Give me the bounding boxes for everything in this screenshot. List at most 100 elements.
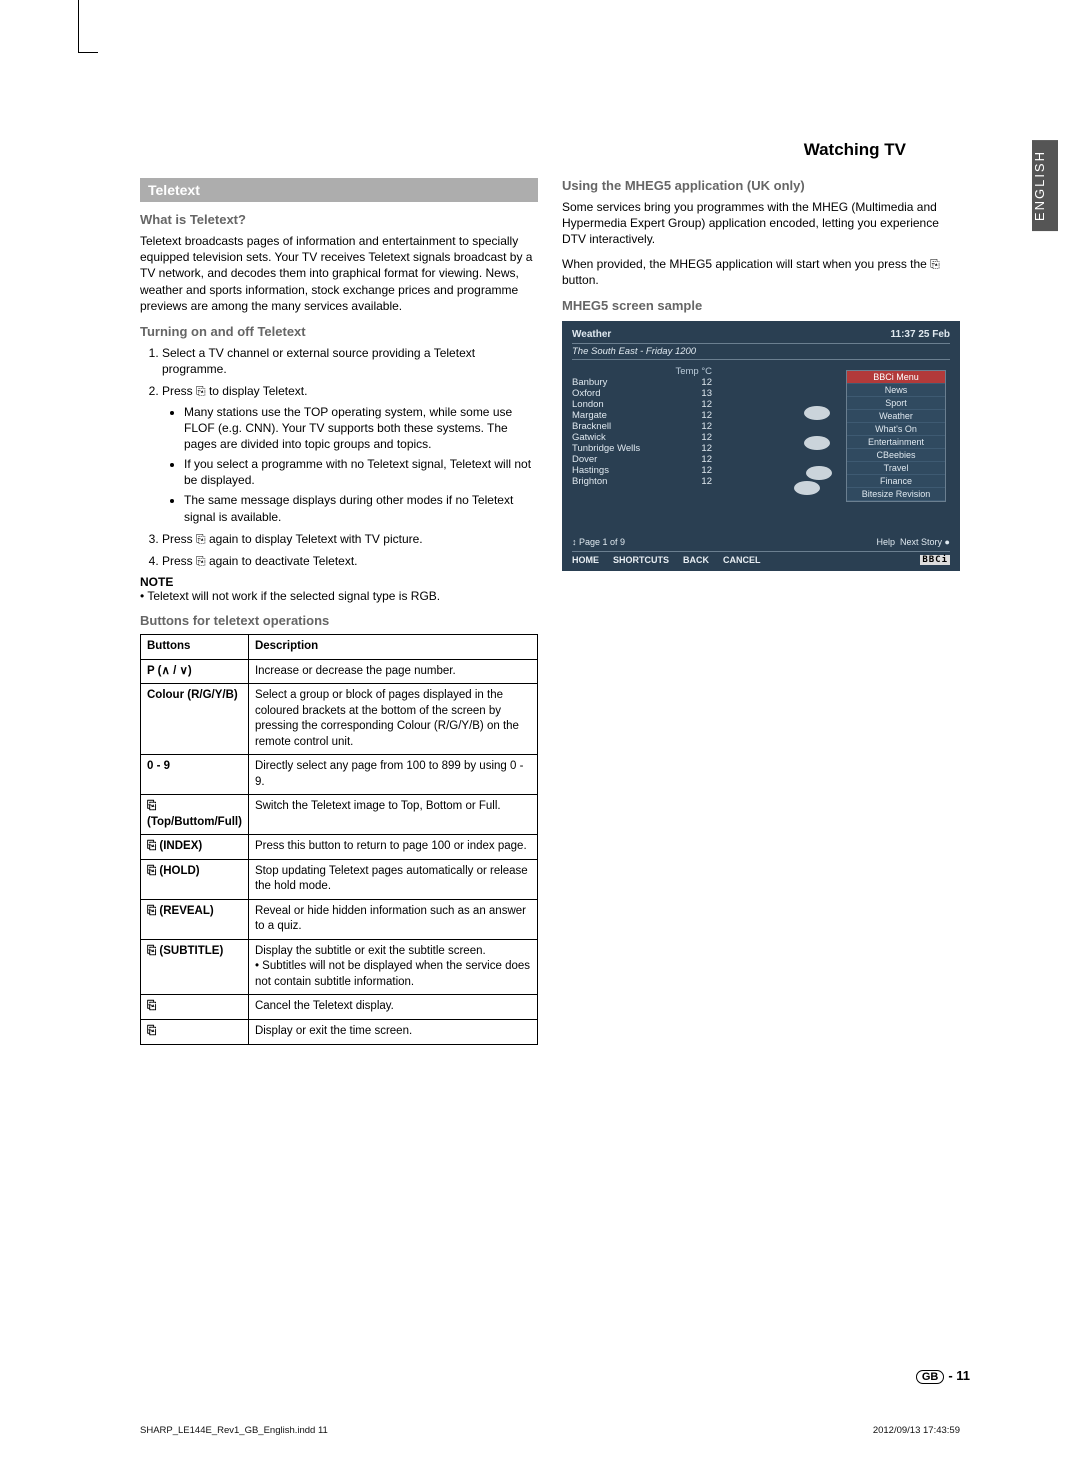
- step-2-bullet-3: The same message displays during other m…: [184, 492, 538, 524]
- mheg-temp-list: Temp °C Banbury12 Oxford13 London12 Marg…: [572, 366, 712, 487]
- cloud-icon: [794, 481, 820, 495]
- cell: ⎘: [141, 1019, 249, 1044]
- cell: Display the subtitle or exit the subtitl…: [248, 939, 537, 995]
- crop-mark-v: [78, 0, 79, 52]
- cell: 0 - 9: [141, 755, 249, 795]
- footer-file: SHARP_LE144E_Rev1_GB_English.indd 11: [140, 1425, 328, 1436]
- table-row: 0 - 9Directly select any page from 100 t…: [141, 755, 538, 795]
- mheg5-p1: Some services bring you programmes with …: [562, 199, 960, 248]
- mheg-row: London12: [572, 399, 712, 410]
- language-tab: ENGLISH: [1032, 140, 1058, 231]
- cell: P (∧ / ∨): [141, 659, 249, 684]
- cell: ⎘ (Top/Buttom/Full): [141, 795, 249, 835]
- teletext-intro: Teletext broadcasts pages of information…: [140, 233, 538, 314]
- cell: ⎘ (SUBTITLE): [141, 939, 249, 995]
- table-header-row: Buttons Description: [141, 635, 538, 660]
- mheg-row: Brighton12: [572, 476, 712, 487]
- cell: ⎘: [141, 995, 249, 1020]
- mheg-help: Help: [877, 537, 896, 547]
- table-row: ⎘ (INDEX)Press this button to return to …: [141, 835, 538, 860]
- step-2-text: Press ⎘ to display Teletext.: [162, 384, 307, 398]
- note-text-body: Teletext will not work if the selected s…: [147, 589, 440, 603]
- mheg-menu: BBCi Menu News Sport Weather What's On E…: [846, 370, 946, 502]
- cell: Increase or decrease the page number.: [248, 659, 537, 684]
- cell: ⎘ (HOLD): [141, 859, 249, 899]
- mheg-menu-item: Entertainment: [847, 436, 945, 449]
- step-2: Press ⎘ to display Teletext. Many statio…: [162, 383, 538, 525]
- left-column: Teletext What is Teletext? Teletext broa…: [140, 178, 538, 1045]
- mheg-menu-item: Weather: [847, 410, 945, 423]
- page-body: Watching TV Teletext What is Teletext? T…: [140, 140, 960, 1045]
- mheg-nav: SHORTCUTS: [613, 555, 669, 565]
- cell: Directly select any page from 100 to 899…: [248, 755, 537, 795]
- mheg-menu-item: What's On: [847, 423, 945, 436]
- mheg-menu-item: Bitesize Revision: [847, 488, 945, 501]
- mheg-row: Margate12: [572, 410, 712, 421]
- step-2-bullet-2: If you select a programme with no Telete…: [184, 456, 538, 488]
- step-2-bullet-1: Many stations use the TOP operating syst…: [184, 404, 538, 453]
- mheg-nav: CANCEL: [723, 555, 761, 565]
- footer-timestamp: 2012/09/13 17:43:59: [873, 1425, 960, 1436]
- buttons-table-heading: Buttons for teletext operations: [140, 613, 538, 628]
- print-footer: SHARP_LE144E_Rev1_GB_English.indd 11 201…: [140, 1425, 960, 1436]
- mheg-subtitle: The South East - Friday 1200: [572, 343, 950, 360]
- cloud-icon: [806, 466, 832, 480]
- crop-mark-h: [78, 52, 98, 53]
- mheg5-sample-heading: MHEG5 screen sample: [562, 298, 960, 313]
- mheg-temp-hdr: Temp °C: [675, 366, 712, 377]
- page-region-circle: GB: [916, 1370, 945, 1384]
- step-3: Press ⎘ again to display Teletext with T…: [162, 531, 538, 547]
- mheg-nav: BACK: [683, 555, 709, 565]
- mheg-screenshot: Weather 11:37 25 Feb The South East - Fr…: [562, 321, 960, 571]
- mheg-page-info: ↕ Page 1 of 9: [572, 537, 625, 547]
- mheg-clock: 11:37 25 Feb: [891, 329, 950, 340]
- mheg-menu-title: BBCi Menu: [847, 371, 945, 384]
- mheg-nav: HOME: [572, 555, 599, 565]
- cell: Switch the Teletext image to Top, Bottom…: [248, 795, 537, 835]
- table-row: ⎘ (SUBTITLE)Display the subtitle or exit…: [141, 939, 538, 995]
- mheg-map-area: BBCi Menu News Sport Weather What's On E…: [722, 366, 950, 487]
- cloud-icon: [804, 436, 830, 450]
- mheg-menu-item: Finance: [847, 475, 945, 488]
- mheg-menu-item: News: [847, 384, 945, 397]
- page-number-text: - 11: [948, 1368, 970, 1383]
- cell: Stop updating Teletext pages automatical…: [248, 859, 537, 899]
- cell: Colour (R/G/Y/B): [141, 684, 249, 755]
- mheg-row: Banbury12: [572, 377, 712, 388]
- mheg-row: Gatwick12: [572, 432, 712, 443]
- mheg5-heading: Using the MHEG5 application (UK only): [562, 178, 960, 193]
- teletext-heading: Teletext: [140, 178, 538, 202]
- note-text: • Teletext will not work if the selected…: [140, 589, 538, 603]
- mheg-menu-item: Travel: [847, 462, 945, 475]
- th-description: Description: [248, 635, 537, 660]
- mheg-row: Oxford13: [572, 388, 712, 399]
- cell: Cancel the Teletext display.: [248, 995, 537, 1020]
- mheg-menu-item: CBeebies: [847, 449, 945, 462]
- table-row: ⎘ (Top/Buttom/Full)Switch the Teletext i…: [141, 795, 538, 835]
- th-buttons: Buttons: [141, 635, 249, 660]
- mheg-row: Tunbridge Wells12: [572, 443, 712, 454]
- mheg-title: Weather: [572, 329, 611, 340]
- mheg-brand: BBCi: [920, 555, 950, 565]
- mheg-row: Dover12: [572, 454, 712, 465]
- table-row: P (∧ / ∨)Increase or decrease the page n…: [141, 659, 538, 684]
- cell: Select a group or block of pages display…: [248, 684, 537, 755]
- right-column: Using the MHEG5 application (UK only) So…: [562, 178, 960, 1045]
- note-label: NOTE: [140, 575, 538, 589]
- mheg-row: Hastings12: [572, 465, 712, 476]
- step-4: Press ⎘ again to deactivate Teletext.: [162, 553, 538, 569]
- table-row: ⎘Display or exit the time screen.: [141, 1019, 538, 1044]
- table-row: Colour (R/G/Y/B)Select a group or block …: [141, 684, 538, 755]
- cell: Press this button to return to page 100 …: [248, 835, 537, 860]
- mheg-row: Bracknell12: [572, 421, 712, 432]
- page-number: GB- 11: [916, 1368, 970, 1384]
- turning-on-off-heading: Turning on and off Teletext: [140, 324, 538, 339]
- table-row: ⎘Cancel the Teletext display.: [141, 995, 538, 1020]
- mheg5-p2: When provided, the MHEG5 application wil…: [562, 256, 960, 288]
- teletext-steps: Select a TV channel or external source p…: [140, 345, 538, 569]
- step-2-bullets: Many stations use the TOP operating syst…: [162, 404, 538, 525]
- table-row: ⎘ (REVEAL)Reveal or hide hidden informat…: [141, 899, 538, 939]
- mheg-next: Next Story ●: [900, 537, 950, 547]
- cell: ⎘ (REVEAL): [141, 899, 249, 939]
- cell: Display or exit the time screen.: [248, 1019, 537, 1044]
